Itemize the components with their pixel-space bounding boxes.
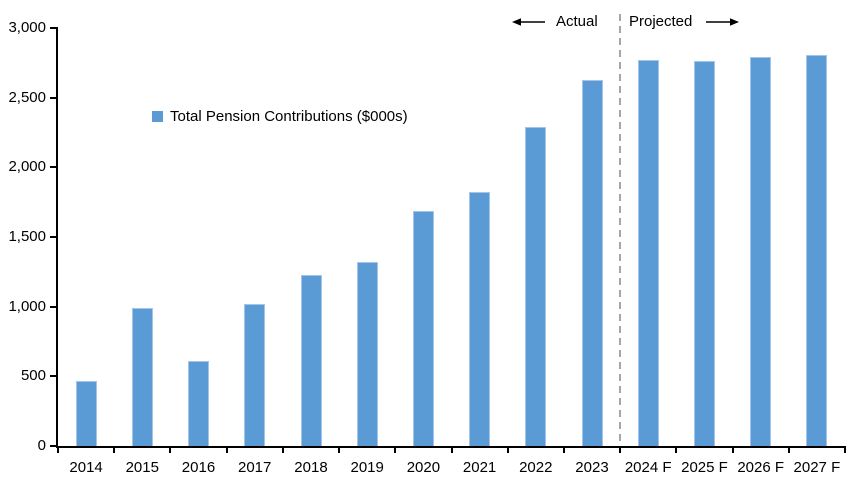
bar-2020 bbox=[412, 210, 434, 446]
x-tick-label: 2015 bbox=[125, 459, 159, 476]
y-tick-label: 0 bbox=[37, 437, 46, 454]
plot-area bbox=[58, 28, 845, 446]
y-tick bbox=[50, 305, 57, 308]
y-tick bbox=[50, 96, 57, 99]
y-tick bbox=[50, 445, 57, 447]
bar-2022 bbox=[525, 126, 547, 446]
x-tick-label: 2025 F bbox=[681, 459, 728, 476]
x-axis-line bbox=[56, 446, 846, 448]
y-tick-label: 2,500 bbox=[8, 88, 46, 106]
x-tick-label: 2023 bbox=[575, 459, 609, 476]
x-tick-label: 2022 bbox=[519, 459, 553, 476]
y-tick bbox=[50, 27, 57, 29]
x-tick bbox=[450, 448, 453, 453]
projected-annotation: Projected bbox=[629, 13, 740, 30]
y-tick-label: 2,000 bbox=[8, 158, 46, 176]
bar-2025F bbox=[694, 61, 715, 446]
x-tick bbox=[619, 448, 622, 453]
bar-2019 bbox=[356, 262, 378, 446]
bar-2027F bbox=[806, 54, 828, 446]
x-tick bbox=[562, 448, 565, 453]
x-tick bbox=[113, 448, 116, 453]
bar-2023 bbox=[581, 79, 603, 446]
left-arrow-icon bbox=[512, 17, 545, 26]
x-tick-label: 2016 bbox=[181, 459, 216, 476]
bar-2018 bbox=[300, 274, 322, 446]
x-tick bbox=[787, 448, 790, 453]
actual-label: Actual bbox=[556, 13, 598, 30]
legend-marker-icon bbox=[152, 110, 163, 122]
bar-2014 bbox=[75, 380, 97, 446]
right-arrow-icon bbox=[706, 17, 740, 26]
actual-annotation: Actual bbox=[512, 13, 598, 30]
x-tick bbox=[394, 448, 397, 453]
bar-2026F bbox=[750, 57, 772, 446]
x-tick bbox=[281, 448, 284, 453]
x-tick bbox=[338, 448, 341, 453]
legend-label: Total Pension Contributions ($000s) bbox=[170, 107, 408, 125]
x-tick-label: 2017 bbox=[238, 459, 272, 476]
x-tick-label: 2021 bbox=[462, 459, 497, 476]
x-tick bbox=[844, 448, 846, 453]
x-tick-label: 2020 bbox=[406, 459, 441, 476]
x-tick-label: 2014 bbox=[69, 459, 103, 476]
x-tick-label: 2026 F bbox=[737, 459, 785, 476]
y-tick-label: 3,000 bbox=[8, 19, 46, 36]
y-tick bbox=[50, 375, 57, 378]
y-tick bbox=[50, 166, 57, 169]
y-tick bbox=[50, 236, 57, 238]
bar-2016 bbox=[188, 361, 209, 446]
actual-projected-divider bbox=[619, 14, 621, 446]
x-tick-label: 2027 F bbox=[793, 459, 841, 476]
x-tick bbox=[169, 448, 172, 453]
y-tick-label: 500 bbox=[20, 367, 46, 385]
x-tick-label: 2018 bbox=[294, 459, 328, 476]
legend: Total Pension Contributions ($000s) bbox=[152, 106, 408, 126]
x-tick bbox=[57, 448, 59, 453]
bar-2021 bbox=[469, 192, 491, 446]
bar-2015 bbox=[131, 308, 153, 446]
y-tick-label: 1,000 bbox=[8, 297, 46, 315]
bar-2017 bbox=[244, 303, 266, 446]
x-tick bbox=[675, 448, 678, 453]
x-tick bbox=[506, 448, 509, 453]
x-tick bbox=[225, 448, 228, 453]
x-tick-label: 2024 F bbox=[624, 459, 672, 476]
projected-label: Projected bbox=[629, 13, 693, 30]
x-tick bbox=[731, 448, 734, 453]
bar-2024F bbox=[637, 60, 659, 446]
x-tick-label: 2019 bbox=[350, 459, 384, 476]
y-tick-label: 1,500 bbox=[8, 228, 46, 245]
y-axis-line bbox=[56, 27, 58, 448]
